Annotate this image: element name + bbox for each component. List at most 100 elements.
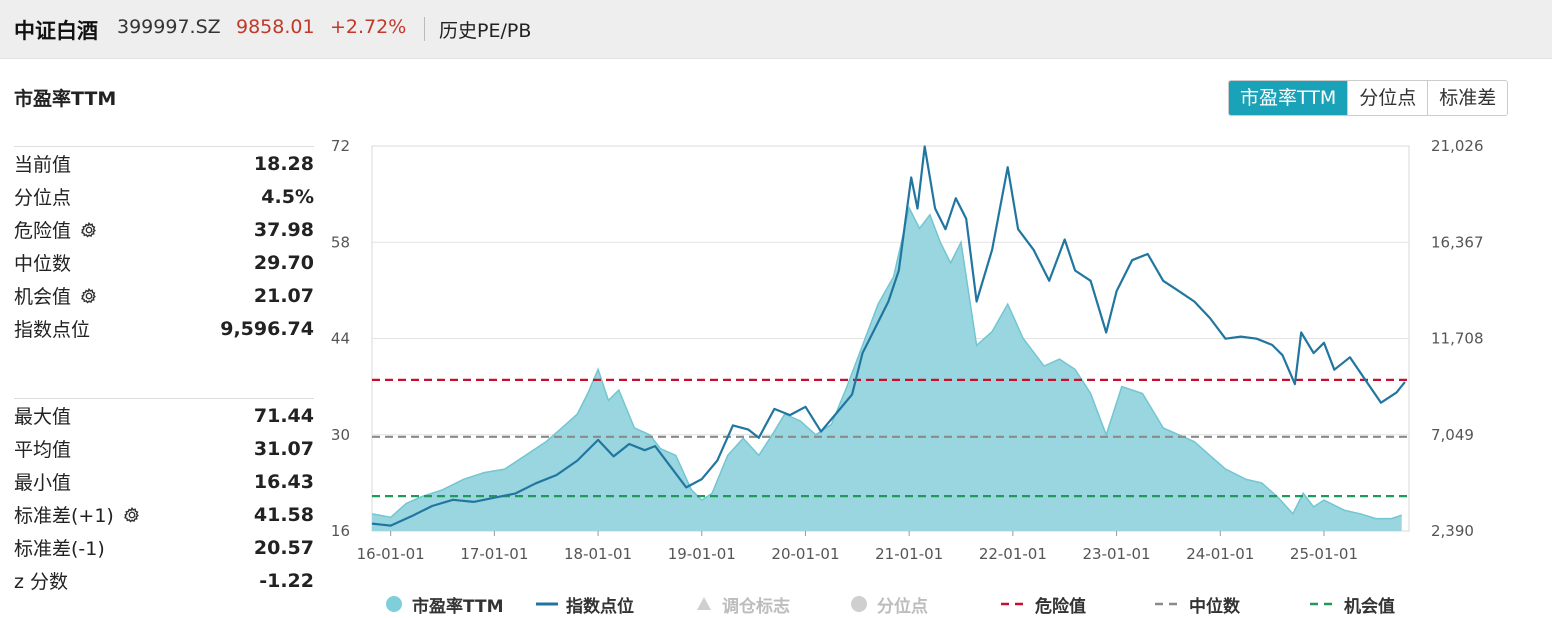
stat-label: 标准差(-1)	[14, 534, 105, 561]
stat-label: 最大值	[14, 402, 71, 429]
legend-item[interactable]: 指数点位	[536, 592, 634, 617]
x-tick-label: 17-01-01	[460, 545, 528, 563]
stat-row: 最大值 71.44	[14, 399, 314, 432]
stat-label-text: 指数点位	[14, 319, 91, 341]
stat-value: 41.58	[253, 503, 314, 526]
stat-label: 指数点位	[14, 315, 90, 342]
y-right-tick-label: 11,708	[1431, 330, 1484, 348]
stat-row: 标准差(+1) 41.58	[14, 498, 314, 531]
stat-label-text: 分位点	[14, 187, 72, 209]
x-tick-label: 22-01-01	[979, 545, 1047, 563]
stat-label: 中位数	[14, 249, 71, 276]
stat-value: 16.43	[253, 470, 314, 493]
stat-value: 4.5%	[261, 185, 314, 208]
legend-label: 分位点	[877, 596, 928, 617]
x-tick-label: 24-01-01	[1186, 545, 1254, 563]
pe-line	[371, 205, 1402, 520]
legend-item[interactable]: 中位数	[1155, 592, 1240, 617]
line-marker-icon	[536, 602, 558, 606]
stat-row: 当前值 18.28	[14, 147, 314, 180]
legend-item[interactable]: 调仓标志	[694, 592, 790, 617]
stat-label-text: 最大值	[14, 406, 72, 428]
stat-label-text: 危险值	[14, 220, 72, 242]
legend-label: 指数点位	[566, 596, 634, 617]
x-tick-label: 21-01-01	[875, 545, 943, 563]
metric-tabs: 市盈率TTM 分位点 标准差	[1228, 80, 1509, 116]
y-right-tick-label: 21,026	[1431, 137, 1484, 155]
stat-label: 平均值	[14, 435, 71, 462]
x-tick-label: 23-01-01	[1083, 545, 1151, 563]
header-divider	[424, 17, 425, 41]
section-title: 市盈率TTM	[14, 88, 117, 110]
history-pe-pb-link[interactable]: 历史PE/PB	[439, 20, 532, 42]
y-left-tick-label: 72	[331, 137, 350, 155]
triangle-marker-icon	[697, 597, 711, 610]
dashed-line-marker-icon	[1310, 602, 1336, 606]
y-left-tick-label: 58	[331, 233, 350, 251]
tab-2[interactable]: 标准差	[1427, 81, 1508, 115]
pe-area	[372, 207, 1402, 531]
y-right-tick-label: 16,367	[1431, 233, 1484, 251]
index-price: 9858.01	[236, 16, 315, 38]
stat-label-text: z 分数	[14, 571, 69, 593]
stat-label-text: 当前值	[14, 154, 72, 176]
legend-label: 机会值	[1344, 596, 1395, 617]
legend-label: 调仓标志	[722, 596, 790, 617]
gear-icon[interactable]	[123, 506, 141, 524]
legend-label: 中位数	[1189, 596, 1240, 617]
x-tick-label: 19-01-01	[668, 545, 736, 563]
index-change: +2.72%	[330, 16, 407, 38]
stat-label-text: 平均值	[14, 439, 72, 461]
stat-row: 标准差(-1) 20.57	[14, 531, 314, 564]
index-name: 中证白酒	[14, 19, 98, 43]
y-right-tick-label: 7,049	[1431, 426, 1474, 444]
gear-icon[interactable]	[80, 221, 98, 239]
y-right-tick-label: 2,390	[1431, 522, 1474, 540]
y-left-tick-label: 16	[331, 522, 350, 540]
stat-row: 指数点位 9,596.74	[14, 312, 314, 345]
stat-value: 18.28	[253, 152, 314, 175]
stat-row: 分位点 4.5%	[14, 180, 314, 213]
gear-icon[interactable]	[80, 287, 98, 305]
stat-value: 9,596.74	[220, 317, 314, 340]
stats-panel-top: 当前值 18.28 分位点 4.5% 危险值 37.98 中位数 29.70 机会值 21.07 指…	[14, 146, 314, 345]
stat-label: 当前值	[14, 150, 71, 177]
dashed-line-marker-icon	[1155, 602, 1181, 606]
stat-value: 21.07	[253, 284, 314, 307]
legend-item[interactable]: 机会值	[1310, 592, 1395, 617]
x-tick-label: 16-01-01	[357, 545, 425, 563]
x-tick-label: 20-01-01	[771, 545, 839, 563]
stat-label-text: 机会值	[14, 286, 72, 308]
stat-label: 机会值	[14, 282, 98, 309]
tab-0[interactable]: 市盈率TTM	[1229, 81, 1348, 115]
stat-value: 31.07	[253, 437, 314, 460]
stat-label: 最小值	[14, 468, 71, 495]
tab-1[interactable]: 分位点	[1347, 81, 1428, 115]
stat-label: 标准差(+1)	[14, 501, 141, 528]
legend-label: 市盈率TTM	[412, 596, 504, 617]
stat-label-text: 中位数	[14, 253, 72, 275]
stats-panel-bottom: 最大值 71.44 平均值 31.07 最小值 16.43 标准差(+1) 41.58 标准差(…	[14, 398, 314, 597]
stat-value: -1.22	[259, 569, 314, 592]
legend-item[interactable]: 危险值	[1001, 592, 1086, 617]
y-left-tick-label: 30	[331, 426, 350, 444]
legend-item[interactable]: 市盈率TTM	[384, 592, 504, 617]
stat-value: 37.98	[253, 218, 314, 241]
stat-label-text: 标准差(+1)	[14, 505, 114, 527]
stat-label-text: 最小值	[14, 472, 72, 494]
stat-value: 71.44	[253, 404, 314, 427]
legend-item[interactable]: 分位点	[849, 592, 928, 617]
legend-label: 危险值	[1035, 596, 1086, 617]
index-code: 399997.SZ	[117, 16, 221, 38]
stat-row: 平均值 31.07	[14, 432, 314, 465]
stat-label: 危险值	[14, 216, 98, 243]
y-left-tick-label: 44	[331, 330, 350, 348]
header-bar: 中证白酒 399997.SZ 9858.01 +2.72% 历史PE/PB	[0, 0, 1552, 59]
circle-marker-icon	[386, 596, 402, 612]
stat-row: 机会值 21.07	[14, 279, 314, 312]
stat-row: 危险值 37.98	[14, 213, 314, 246]
stat-label: 分位点	[14, 183, 71, 210]
stat-value: 29.70	[253, 251, 314, 274]
circle-marker-icon	[851, 596, 867, 612]
